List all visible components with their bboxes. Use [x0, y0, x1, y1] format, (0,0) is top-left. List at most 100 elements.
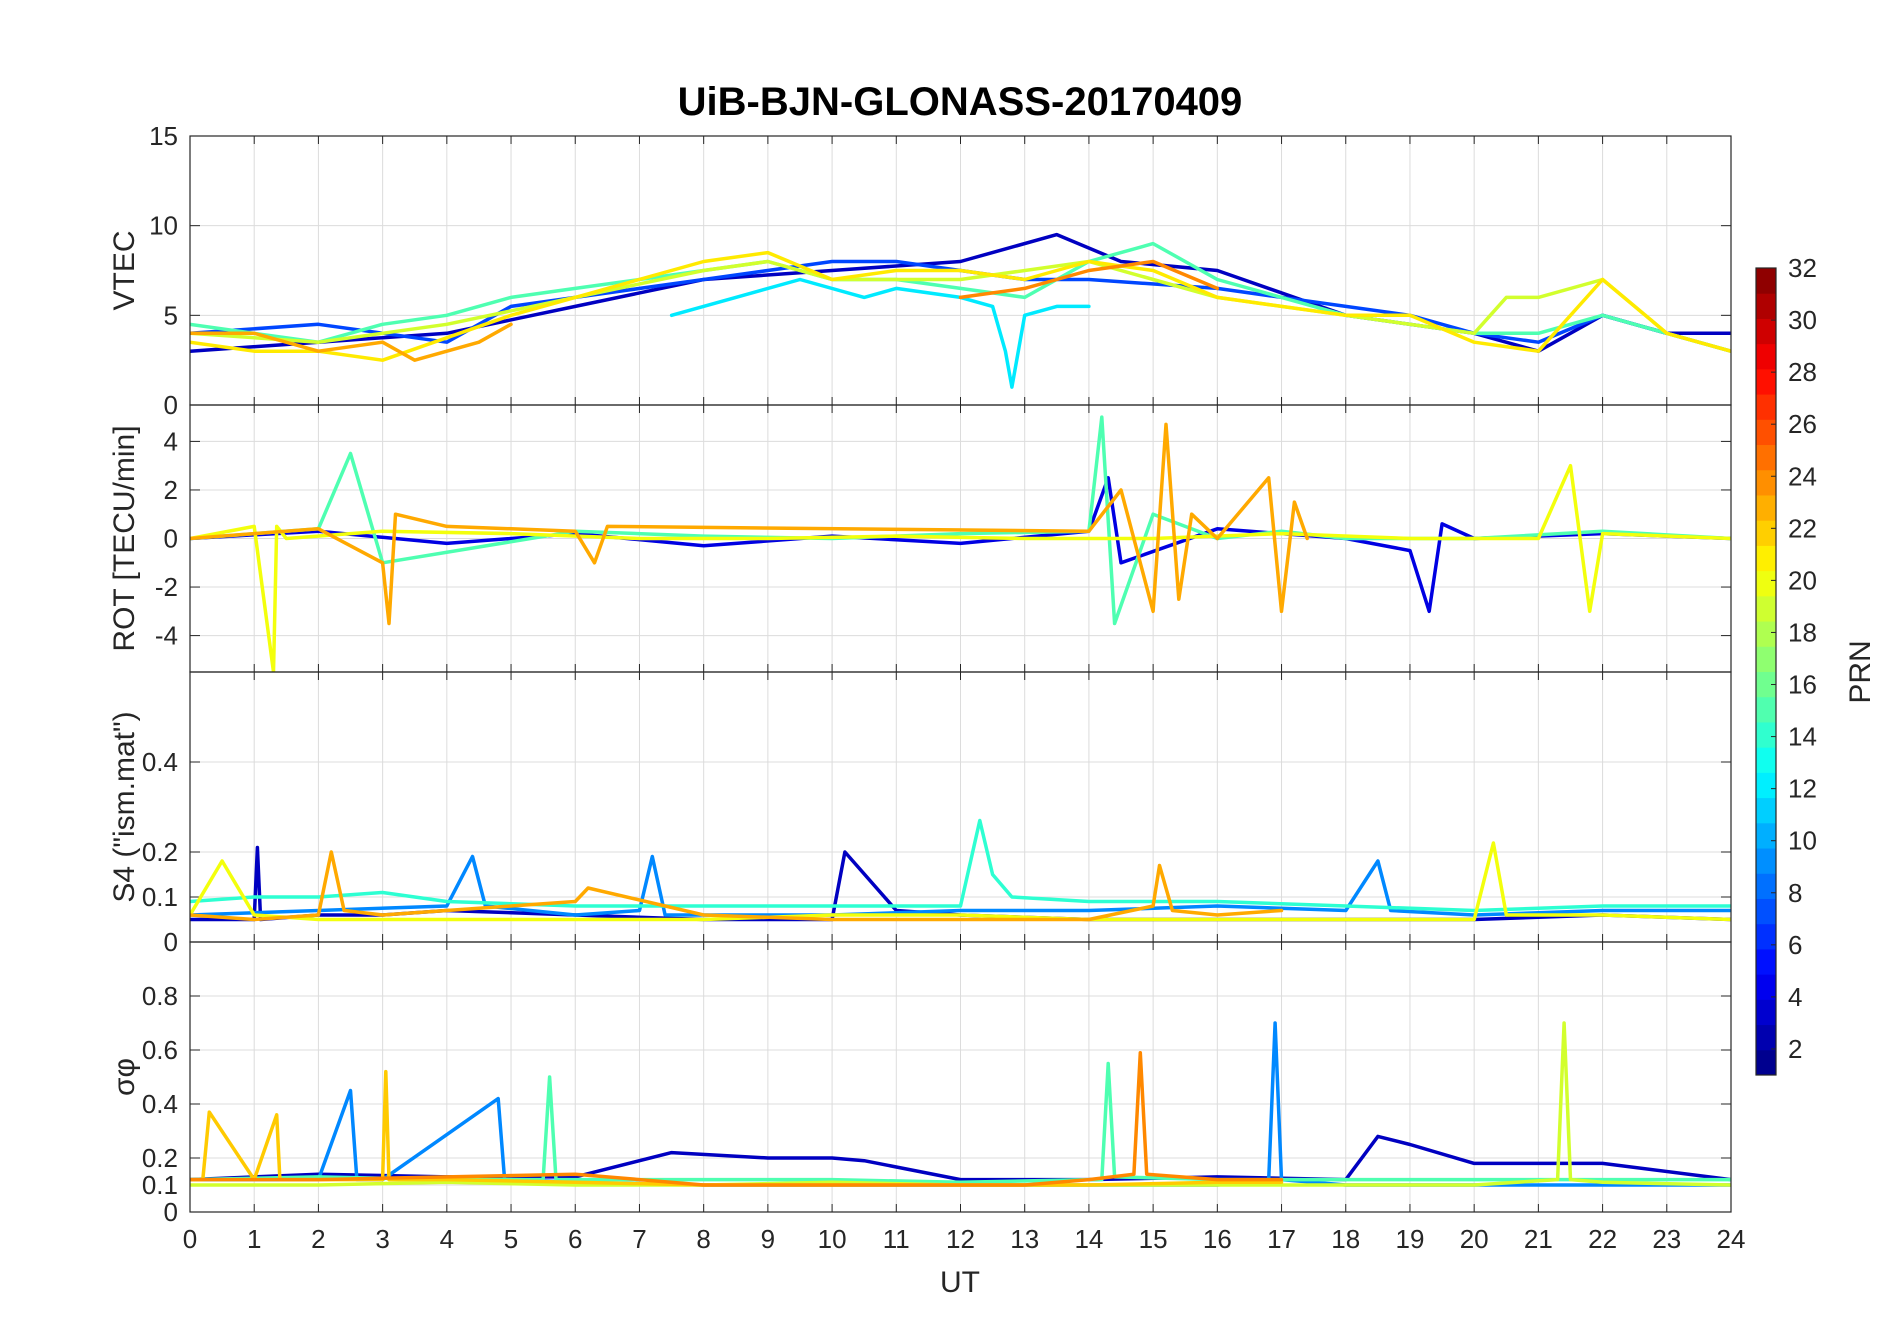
colorbar-segment	[1756, 419, 1776, 446]
x-tick-label: 1	[247, 1224, 261, 1254]
x-tick-label: 18	[1331, 1224, 1360, 1254]
y-tick-label: 0.6	[142, 1035, 178, 1065]
colorbar-segment	[1756, 293, 1776, 319]
colorbar-tick-label: 32	[1788, 253, 1817, 283]
panel-4: 00.10.2 0.4 0.6 0.8 σφ	[108, 941, 1732, 1227]
x-tick-label: 23	[1652, 1224, 1681, 1254]
x-tick-label: 10	[818, 1224, 847, 1254]
x-tick-label: 15	[1139, 1224, 1168, 1254]
colorbar-segment	[1756, 948, 1776, 975]
x-tick-label: 16	[1203, 1224, 1232, 1254]
colorbar-segment	[1756, 394, 1776, 420]
y-tick-label: 0	[164, 390, 178, 420]
colorbar-tick-label: 12	[1788, 774, 1817, 804]
colorbar-tick-label: 16	[1788, 670, 1817, 700]
series-group	[190, 818, 1731, 922]
colorbar-tick-label: 8	[1788, 878, 1802, 908]
y-tick-label: 15	[149, 121, 178, 151]
x-tick-label: 7	[632, 1224, 646, 1254]
colorbar-label: PRN	[1844, 640, 1877, 703]
x-tick-label: 3	[375, 1224, 389, 1254]
colorbar-segment	[1756, 1024, 1776, 1051]
series-line-prn-3	[190, 232, 1731, 353]
panel-frame	[189, 941, 1732, 1213]
x-tick-label: 24	[1717, 1224, 1746, 1254]
x-tick-label: 5	[504, 1224, 518, 1254]
y-tick-label: 0.4	[142, 1089, 178, 1119]
colorbar-segment	[1756, 570, 1776, 597]
colorbar-tick-label: 30	[1788, 305, 1817, 335]
colorbar-segment	[1756, 873, 1776, 899]
colorbar-segment	[1756, 1049, 1776, 1076]
y-tick-label: 0	[164, 524, 178, 554]
y-tick-label: 0.2	[142, 1143, 178, 1173]
series-group	[190, 415, 1731, 672]
y-axis-label: ROT [TECU/min]	[108, 425, 141, 651]
series-group	[190, 232, 1731, 389]
x-tick-label: 2	[311, 1224, 325, 1254]
colorbar-segment	[1756, 721, 1776, 748]
series-line-prn-23	[190, 850, 1284, 922]
x-tick-label: 9	[761, 1224, 775, 1254]
x-tick-label: 12	[946, 1224, 975, 1254]
colorbar-segment	[1756, 444, 1776, 471]
colorbar-segment	[1756, 848, 1776, 874]
colorbar-tick-label: 28	[1788, 357, 1817, 387]
series-line-prn-24	[190, 1050, 1284, 1187]
colorbar-tick-label: 6	[1788, 930, 1802, 960]
series-line-prn-23	[190, 322, 513, 362]
colorbar-segment	[1756, 368, 1776, 395]
colorbar-tick-label: 18	[1788, 617, 1817, 647]
colorbar-segment	[1756, 822, 1776, 849]
colorbar-tick-label: 14	[1788, 722, 1817, 752]
y-tick-label: 0.2	[142, 837, 178, 867]
x-tick-label: 11	[883, 1224, 910, 1254]
x-tick-label: 17	[1267, 1224, 1296, 1254]
series-line-prn-3	[190, 1134, 1731, 1182]
colorbar-segment	[1756, 494, 1776, 521]
x-tick-label: 20	[1460, 1224, 1489, 1254]
colorbar-segment	[1756, 923, 1776, 950]
y-tick-label: 4	[164, 426, 178, 456]
colorbar-segment	[1756, 671, 1776, 698]
colorbar-segment	[1756, 747, 1776, 773]
y-tick-label: 5	[164, 300, 178, 330]
series-line-prn-12	[669, 277, 1091, 389]
colorbar-segment	[1756, 469, 1776, 496]
series-line-prn-21	[190, 250, 1731, 362]
colorbar-segment	[1756, 268, 1776, 294]
y-tick-label: -2	[155, 572, 178, 602]
y-tick-label: 2	[164, 475, 178, 505]
colorbar-segment	[1756, 621, 1776, 647]
series-line-prn-23	[190, 422, 1309, 626]
x-tick-label: 0	[183, 1224, 197, 1254]
colorbar-tick-label: 4	[1788, 982, 1802, 1012]
y-tick-label: 0.1	[142, 882, 178, 912]
panel-1: 0 5 10 15 VTEC	[108, 121, 1732, 420]
series-line-prn-20	[190, 463, 1731, 672]
y-tick-label: 0.4	[142, 747, 178, 777]
y-tick-label: 0	[164, 927, 178, 957]
colorbar-segment	[1756, 520, 1776, 546]
colorbar-segment	[1756, 646, 1776, 672]
colorbar-segment	[1756, 545, 1776, 572]
colorbar-frame	[1755, 267, 1777, 1076]
colorbar-segment	[1756, 595, 1776, 622]
colorbar-tick-label: 2	[1788, 1034, 1802, 1064]
chart-title: UiB-BJN-GLONASS-20170409	[678, 80, 1243, 124]
series-line-prn-14	[190, 818, 1731, 913]
panel-3: 0 0.1 0.2 0.4S4 ("ism.mat")	[108, 671, 1732, 957]
colorbar-tick-label: 20	[1788, 565, 1817, 595]
y-tick-label: 0.1	[142, 1170, 178, 1200]
colorbar-segment	[1756, 797, 1776, 824]
x-tick-label: 6	[568, 1224, 582, 1254]
colorbar-segment	[1756, 999, 1776, 1026]
colorbar-segment	[1756, 974, 1776, 1000]
x-axis-label: UT	[940, 1266, 980, 1299]
y-axis-label: VTEC	[108, 230, 141, 310]
x-tick-label: 8	[696, 1224, 710, 1254]
colorbar-tick-label: 24	[1788, 461, 1817, 491]
y-tick-label: -4	[155, 621, 178, 651]
